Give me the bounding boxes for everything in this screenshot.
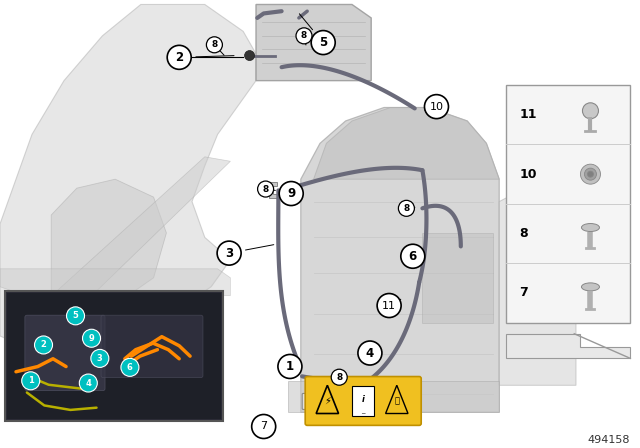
Text: 8: 8 [211,40,218,49]
Circle shape [35,336,52,354]
Text: 8: 8 [336,373,342,382]
Text: 8: 8 [520,227,528,240]
Circle shape [424,95,449,119]
Polygon shape [32,157,230,323]
Circle shape [217,241,241,265]
Circle shape [358,341,382,365]
Text: 10: 10 [520,168,537,181]
Circle shape [582,103,598,119]
Circle shape [398,200,415,216]
Circle shape [580,164,600,184]
Circle shape [257,181,274,197]
Text: 2: 2 [40,340,47,349]
Polygon shape [0,4,256,349]
Text: 11: 11 [382,301,396,310]
FancyBboxPatch shape [352,386,374,416]
Circle shape [332,369,348,385]
Text: ⚡: ⚡ [324,396,331,406]
Circle shape [167,45,191,69]
Polygon shape [316,385,339,414]
Polygon shape [51,179,166,305]
Text: i: i [362,395,365,404]
Text: ✋: ✋ [394,396,399,405]
Text: 7: 7 [520,286,529,299]
Circle shape [278,354,302,379]
Circle shape [252,414,276,439]
Text: 10: 10 [429,102,444,112]
Text: 9: 9 [287,187,295,200]
Circle shape [91,349,109,367]
Text: 9: 9 [89,334,94,343]
Circle shape [401,244,425,268]
Polygon shape [288,381,499,412]
FancyBboxPatch shape [305,377,421,425]
Text: 3: 3 [225,246,233,260]
Text: 1: 1 [28,376,34,385]
Text: 6: 6 [127,363,133,372]
FancyBboxPatch shape [25,315,105,391]
FancyBboxPatch shape [302,393,312,409]
Text: 3: 3 [97,354,102,363]
Text: 494158: 494158 [588,435,630,445]
FancyBboxPatch shape [7,293,221,419]
Polygon shape [499,188,576,385]
FancyBboxPatch shape [101,315,203,378]
Circle shape [67,307,84,325]
FancyBboxPatch shape [422,233,493,323]
Circle shape [83,329,100,347]
Text: 4: 4 [85,379,92,388]
Polygon shape [314,108,499,179]
Ellipse shape [582,224,600,232]
Text: 8: 8 [301,31,307,40]
FancyBboxPatch shape [5,291,223,421]
Text: 6: 6 [409,250,417,263]
Circle shape [279,181,303,206]
Text: 8: 8 [262,185,269,194]
Polygon shape [385,385,408,414]
Polygon shape [301,108,499,412]
Circle shape [79,374,97,392]
Text: 7: 7 [260,422,268,431]
Circle shape [588,171,593,177]
Ellipse shape [582,283,600,291]
FancyBboxPatch shape [506,85,630,323]
Circle shape [244,51,255,60]
Text: 5: 5 [72,311,79,320]
Circle shape [584,168,596,180]
Polygon shape [506,334,630,358]
Text: 2: 2 [175,51,183,64]
Polygon shape [256,4,371,81]
Polygon shape [0,269,230,296]
Circle shape [121,358,139,376]
Text: 5: 5 [319,36,327,49]
Text: 11: 11 [520,108,537,121]
Text: 1: 1 [286,360,294,373]
Polygon shape [269,182,277,198]
Circle shape [311,30,335,55]
Text: 4: 4 [366,346,374,360]
Circle shape [377,293,401,318]
Text: 8: 8 [403,204,410,213]
Circle shape [22,372,40,390]
Circle shape [296,28,312,44]
Circle shape [206,37,223,53]
Text: _: _ [362,408,365,414]
